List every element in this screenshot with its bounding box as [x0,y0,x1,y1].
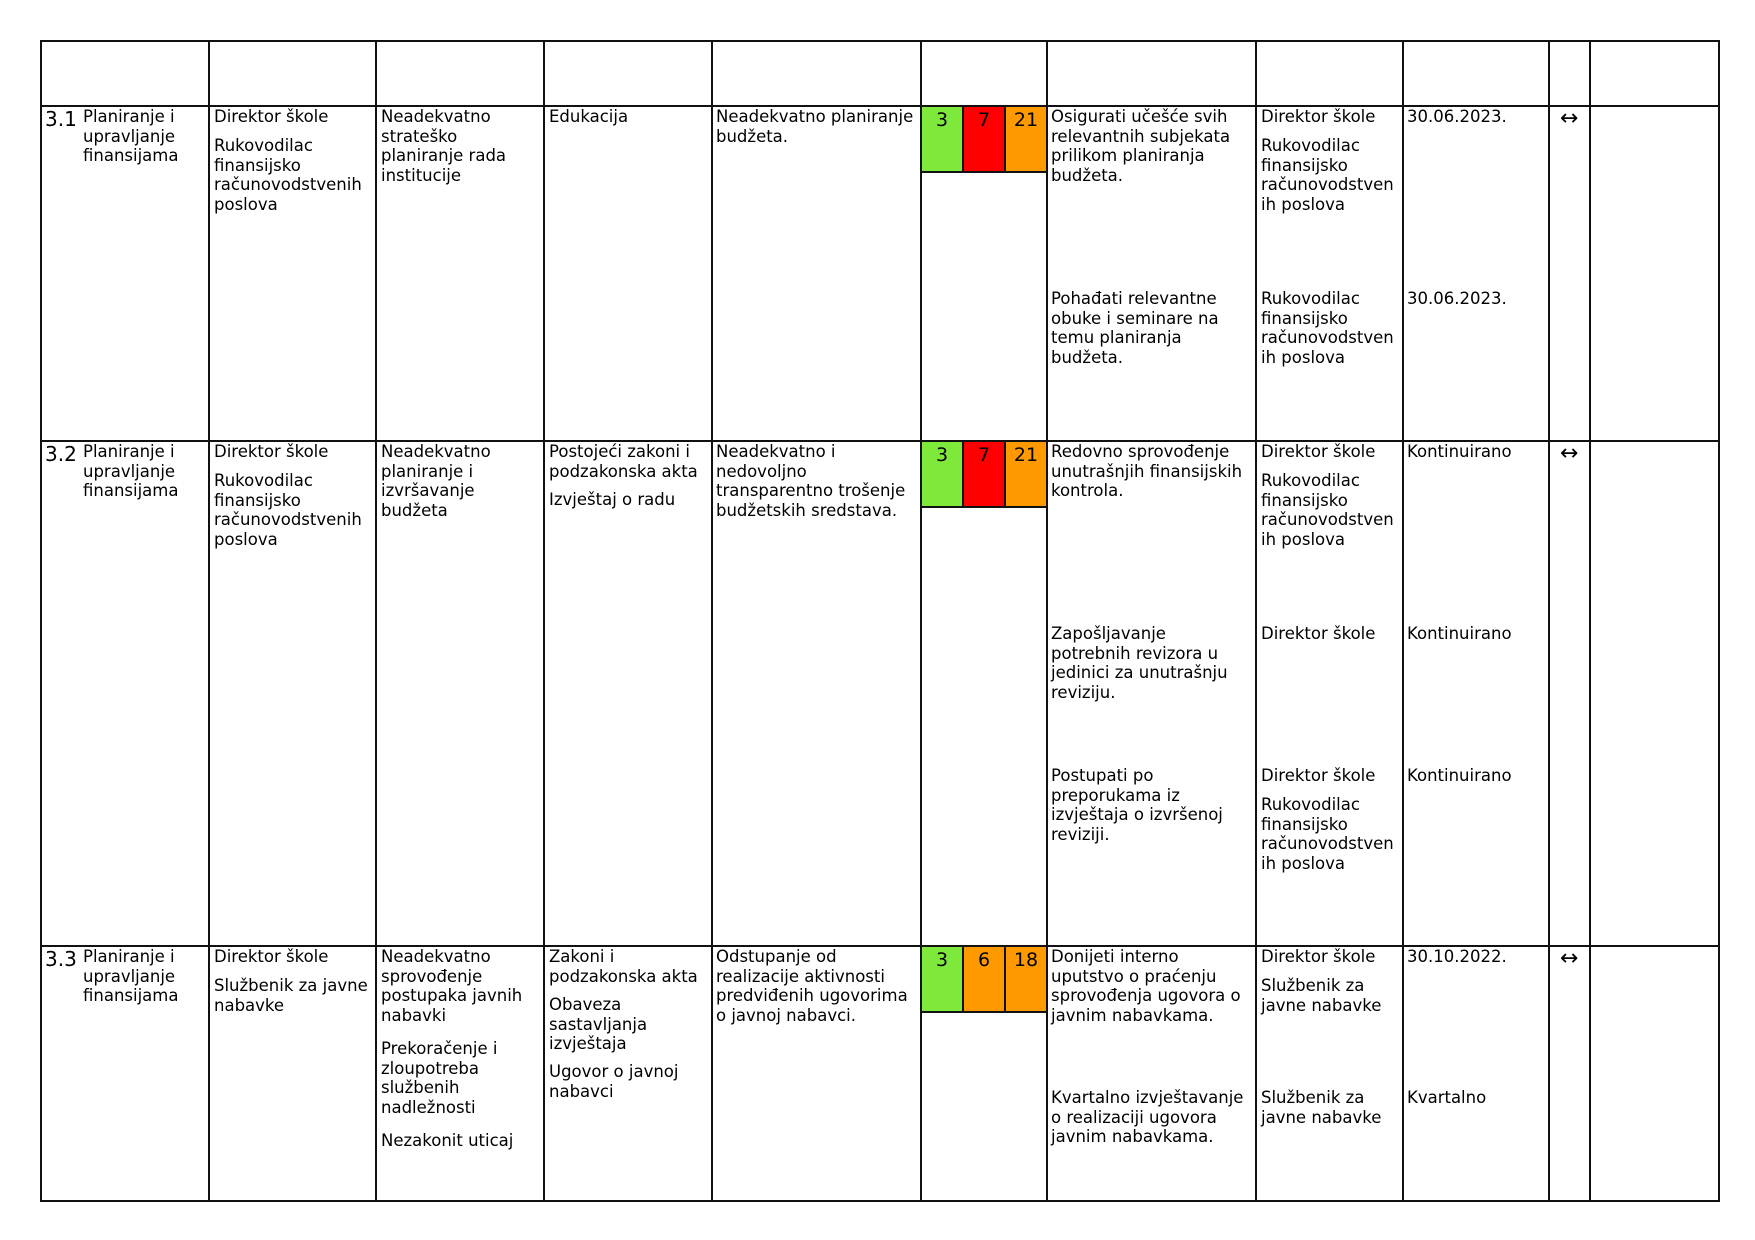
source-cell: Ugovor o javnoj nabavci [549,1062,679,1101]
column-divider [543,40,545,1202]
score-probability: 3 [920,105,964,173]
description-cell: Neadekvatno planiranje budžeta. [716,107,914,146]
score-impact: 7 [962,440,1006,508]
column-divider [40,40,42,1202]
deadline-cell: Kontinuirano [1407,766,1512,785]
owner-cell: Službenik za javne nabavke [1261,1088,1382,1127]
measure-cell: Pohađati relevantne obuke i seminare na … [1051,289,1219,367]
column-divider [1046,40,1048,1202]
responsible-cell: Direktor škole [214,107,329,126]
owner-cell: Direktor škole [1261,442,1376,461]
owner-cell: Direktor škole [1261,947,1376,966]
description-cell: Odstupanje od realizacije aktivnosti pre… [716,947,908,1025]
owner-cell: Rukovodilac finansijsko računovodstven i… [1261,136,1394,214]
risk-cell: Prekoračenje i zloupotreba službenih nad… [381,1039,498,1117]
deadline-cell: Kvartalno [1407,1088,1487,1107]
measure-cell: Postupati po preporukama iz izvještaja o… [1051,766,1223,844]
row-number: 3.2 [45,442,77,466]
risk-cell: Neadekvatno planiranje i izvršavanje bud… [381,442,491,520]
area-cell: Planiranje i upravljanje finansijama [83,947,179,1005]
owner-cell: Direktor škole [1261,766,1376,785]
measure-cell: Redovno sprovođenje unutrašnjih finansij… [1051,442,1243,500]
risk-cell: Neadekvatno strateško planiranje rada in… [381,107,507,185]
trend-arrow-icon: ↔ [1560,946,1579,971]
row-separator [40,440,1720,442]
owner-cell: Rukovodilac finansijsko računovodstven i… [1261,289,1394,367]
owner-cell: Direktor škole [1261,624,1376,643]
risk-cell: Neadekvatno sprovođenje postupaka javnih… [381,947,523,1025]
deadline-cell: Kontinuirano [1407,442,1512,461]
column-divider [1548,40,1550,1202]
column-divider [920,40,922,1202]
source-cell: Edukacija [549,107,629,126]
measure-cell: Osigurati učešće svih relevantnih subjek… [1051,107,1231,185]
score-probability: 3 [920,440,964,508]
responsible-cell: Direktor škole [214,442,329,461]
table-border-top [40,40,1720,42]
source-cell: Obaveza sastavljanja izvještaja [549,995,648,1053]
row-separator [40,945,1720,947]
deadline-cell: 30.10.2022. [1407,947,1507,966]
score-impact: 6 [962,945,1006,1013]
responsible-cell: Rukovodilac finansijsko računovodstvenih… [214,471,362,549]
column-divider [375,40,377,1202]
owner-cell: Rukovodilac finansijsko računovodstven i… [1261,471,1394,549]
deadline-cell: Kontinuirano [1407,624,1512,643]
score-impact: 7 [962,105,1006,173]
table-border-right [1718,40,1720,1202]
area-cell: Planiranje i upravljanje finansijama [83,442,179,500]
deadline-cell: 30.06.2023. [1407,107,1507,126]
column-divider [1255,40,1257,1202]
description-cell: Neadekvatno i nedovoljno transparentno t… [716,442,906,520]
score-total: 21 [1004,440,1048,508]
owner-cell: Rukovodilac finansijsko računovodstven i… [1261,795,1394,873]
column-divider [711,40,713,1202]
responsible-cell: Rukovodilac finansijsko računovodstvenih… [214,136,362,214]
row-number: 3.3 [45,947,77,971]
source-cell: Postojeći zakoni i podzakonska akta [549,442,698,481]
trend-arrow-icon: ↔ [1560,441,1579,466]
owner-cell: Direktor škole [1261,107,1376,126]
column-divider [1589,40,1591,1202]
column-divider [208,40,210,1202]
row-number: 3.1 [45,107,77,131]
header-row-separator [40,105,1720,107]
measure-cell: Kvartalno izvještavanje o realizaciji ug… [1051,1088,1244,1146]
area-cell: Planiranje i upravljanje finansijama [83,107,179,165]
owner-cell: Službenik za javne nabavke [1261,976,1382,1015]
source-cell: Zakoni i podzakonska akta [549,947,698,986]
measure-cell: Zapošljavanje potrebnih revizora u jedin… [1051,624,1228,702]
measure-cell: Donijeti interno uputstvo o praćenju spr… [1051,947,1241,1025]
score-total: 21 [1004,105,1048,173]
score-total: 18 [1004,945,1048,1013]
responsible-cell: Direktor škole [214,947,329,966]
column-divider [1402,40,1404,1202]
score-probability: 3 [920,945,964,1013]
responsible-cell: Službenik za javne nabavke [214,976,368,1015]
risk-cell: Nezakonit uticaj [381,1131,514,1150]
trend-arrow-icon: ↔ [1560,106,1579,131]
source-cell: Izvještaj o radu [549,490,676,509]
table-border-bottom [40,1200,1720,1202]
deadline-cell: 30.06.2023. [1407,289,1507,308]
